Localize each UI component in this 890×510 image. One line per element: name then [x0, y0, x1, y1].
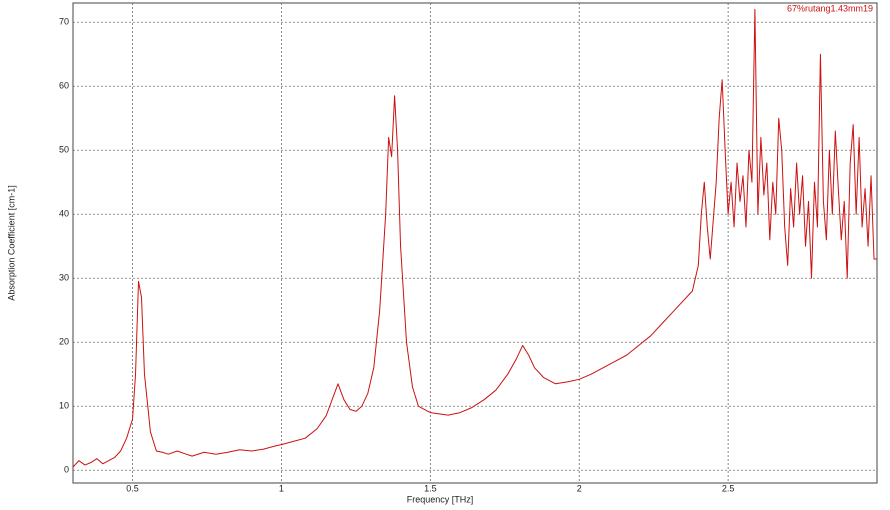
x-tick-label: 2 [577, 483, 582, 493]
legend-entry: 67%rutang1.43mm19 [787, 3, 873, 13]
y-tick-label: 70 [59, 17, 69, 27]
x-tick-label: 2.5 [722, 483, 735, 493]
y-tick-label: 50 [59, 145, 69, 155]
y-tick-label: 40 [59, 209, 69, 219]
x-tick-label: 1 [279, 483, 284, 493]
x-tick-label: 1.5 [424, 483, 437, 493]
y-tick-label: 30 [59, 273, 69, 283]
data-line [72, 8, 877, 468]
x-tick-label: 0.5 [126, 483, 139, 493]
y-tick-label: 0 [64, 465, 69, 475]
y-tick-label: 20 [59, 337, 69, 347]
x-axis-label: Frequency [THz] [407, 494, 474, 504]
plot-frame [72, 2, 878, 484]
y-axis-label: Absorption Coefficient [cm-1] [6, 185, 16, 300]
y-tick-label: 60 [59, 81, 69, 91]
y-tick-label: 10 [59, 401, 69, 411]
